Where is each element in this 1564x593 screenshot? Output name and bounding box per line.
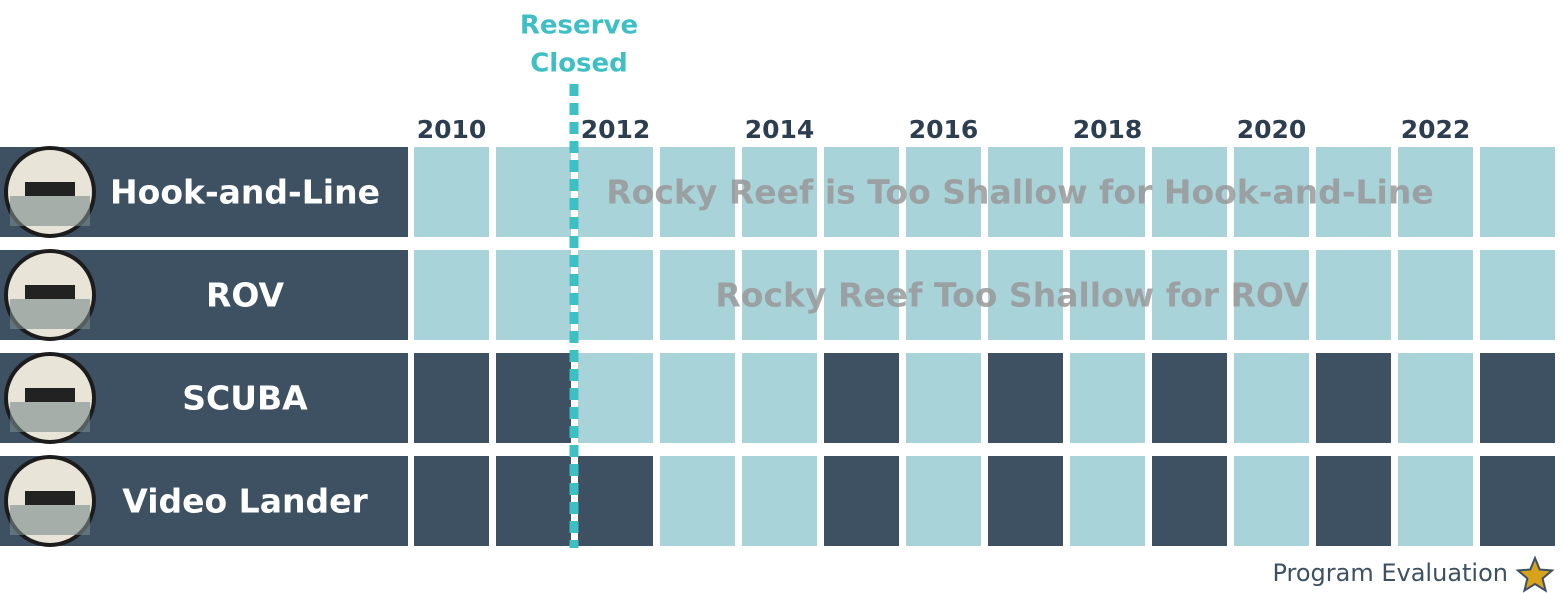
cell	[906, 456, 981, 546]
cell	[1480, 147, 1555, 237]
year-label: 2016	[909, 115, 979, 144]
year-label: 2012	[581, 115, 651, 144]
year-label: 2010	[417, 115, 487, 144]
cell	[1480, 456, 1555, 546]
cell	[824, 353, 899, 443]
cell	[496, 250, 571, 340]
row-label: SCUBA	[182, 379, 308, 418]
row-icon	[4, 352, 96, 444]
cell	[578, 353, 653, 443]
cell	[1480, 353, 1555, 443]
cell	[496, 147, 571, 237]
cell	[824, 250, 899, 340]
header: 2010 2012 2014 2016 2018 2020 2022 Reserve Close…	[417, 11, 1555, 593]
cell	[414, 353, 489, 443]
marker-label: Closed	[530, 49, 628, 79]
cell	[1070, 250, 1145, 340]
cell	[496, 353, 571, 443]
cell	[988, 456, 1063, 546]
cell	[660, 147, 735, 237]
cell	[1234, 147, 1309, 237]
cell	[660, 250, 735, 340]
cell	[660, 456, 735, 546]
icon-water	[10, 196, 90, 226]
cell	[1316, 250, 1391, 340]
row-icon	[4, 249, 96, 341]
footer-label: Program Evaluation	[1272, 559, 1508, 587]
marker-label: Reserve	[520, 11, 638, 41]
row-label: ROV	[206, 276, 285, 315]
row-label: Hook-and-Line	[110, 173, 380, 212]
cell	[742, 353, 817, 443]
year-label: 2018	[1073, 115, 1143, 144]
cell	[414, 456, 489, 546]
cell	[660, 353, 735, 443]
icon-object	[25, 182, 75, 196]
row-labels: Hook-and-Line ROV SCUBA Video Lander	[0, 146, 408, 547]
cell	[988, 250, 1063, 340]
cell	[1316, 353, 1391, 443]
cell	[1398, 250, 1473, 340]
cell	[1070, 147, 1145, 237]
row-icon	[4, 455, 96, 547]
cell	[1234, 353, 1309, 443]
cell	[496, 456, 571, 546]
cell	[906, 147, 981, 237]
cell	[578, 456, 653, 546]
year-label: 2014	[745, 115, 815, 144]
icon-object	[25, 285, 75, 299]
cell	[1152, 353, 1227, 443]
cell	[906, 353, 981, 443]
icon-water	[10, 402, 90, 432]
cell	[414, 147, 489, 237]
cell	[824, 456, 899, 546]
row-note: Rocky Reef Too Shallow for ROV	[715, 276, 1309, 315]
cell	[988, 353, 1063, 443]
cell	[1234, 456, 1309, 546]
icon-object	[25, 491, 75, 505]
cell	[1152, 250, 1227, 340]
cell	[1070, 353, 1145, 443]
cell	[1070, 456, 1145, 546]
row-icon	[4, 146, 96, 238]
icon-water	[10, 299, 90, 329]
cell	[824, 147, 899, 237]
cell	[578, 147, 653, 237]
notes: Rocky Reef is Too Shallow for Hook-and-L…	[606, 173, 1434, 315]
cell	[1316, 147, 1391, 237]
cell	[1152, 456, 1227, 546]
year-label: 2022	[1401, 115, 1471, 144]
cell	[578, 250, 653, 340]
cell	[742, 250, 817, 340]
cell	[1398, 353, 1473, 443]
cell	[1234, 250, 1309, 340]
year-label: 2020	[1237, 115, 1307, 144]
cell	[1480, 250, 1555, 340]
star-icon	[1515, 555, 1555, 593]
row-label: Video Lander	[122, 482, 368, 521]
icon-water	[10, 505, 90, 535]
row-note: Rocky Reef is Too Shallow for Hook-and-L…	[606, 173, 1434, 212]
cells	[414, 147, 1555, 546]
cell	[1398, 456, 1473, 546]
cell	[742, 147, 817, 237]
cell	[1316, 456, 1391, 546]
cell	[988, 147, 1063, 237]
cell	[1398, 147, 1473, 237]
cell	[1152, 147, 1227, 237]
cell	[414, 250, 489, 340]
cell	[742, 456, 817, 546]
icon-object	[25, 388, 75, 402]
cell	[906, 250, 981, 340]
